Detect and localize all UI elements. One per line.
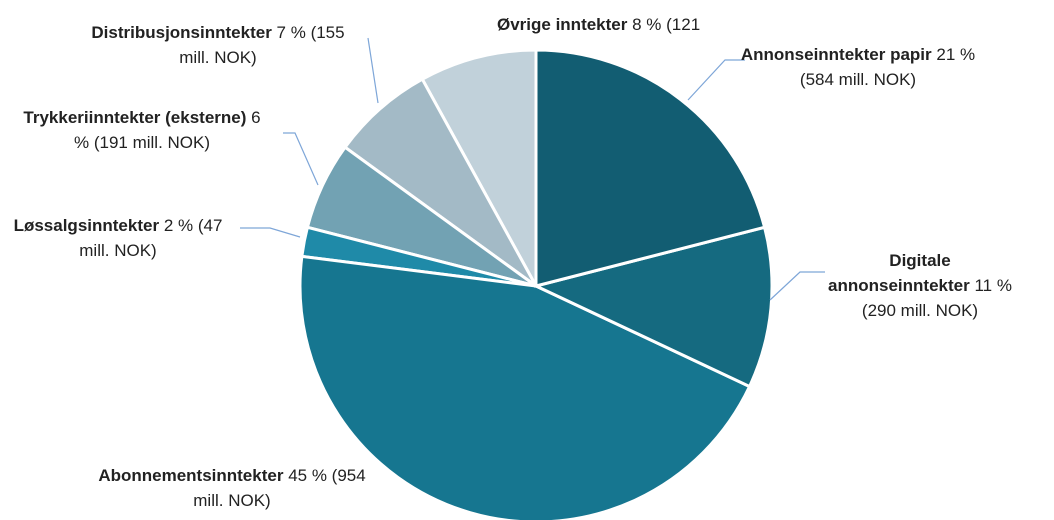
data-label: Distribusjonsinntekter 7 % (155 mill. NO… xyxy=(78,20,358,70)
label-value: 45 % (954 mill. NOK) xyxy=(193,466,366,510)
pie-slice xyxy=(531,225,774,389)
data-label: Løssalgsinntekter 2 % (47 mill. NOK) xyxy=(3,213,233,263)
label-value: 6 % (191 mill. NOK) xyxy=(73,108,261,152)
pie-slice xyxy=(298,254,752,520)
data-label: Digitale annonseinntekter 11 % (290 mill… xyxy=(825,248,1015,323)
pie-slice xyxy=(534,48,767,288)
label-value: 2 % (47 mill. NOK) xyxy=(79,216,223,260)
data-label: Trykkeriinntekter (eksterne) 6 % (191 mi… xyxy=(17,105,267,155)
data-label: Abonnementsinntekter 45 % (954 mill. NOK… xyxy=(92,463,372,513)
label-name: Løssalgsinntekter xyxy=(13,216,160,235)
label-name: Abonnementsinntekter xyxy=(98,466,284,485)
label-name: Annonseinntekter papir xyxy=(740,45,932,64)
leader-line xyxy=(283,132,319,186)
label-value: 11 % (290 mill. NOK) xyxy=(861,276,1012,320)
leader-line xyxy=(240,227,301,238)
label-value: 7 % (155 mill. NOK) xyxy=(179,23,345,67)
data-label: Øvrige inntekter 8 % (121 xyxy=(497,12,700,37)
data-label: Annonseinntekter papir 21 % (584 mill. N… xyxy=(738,42,978,92)
pie-slice xyxy=(342,77,538,288)
label-name: Trykkeriinntekter (eksterne) xyxy=(23,108,247,127)
label-value: 21 % (584 mill. NOK) xyxy=(799,45,976,89)
label-name: Digitale annonseinntekter xyxy=(828,251,970,295)
label-value: 8 % (121 xyxy=(632,15,701,34)
label-name: Øvrige inntekter xyxy=(497,15,628,34)
leader-line xyxy=(769,271,825,301)
pie-slice xyxy=(420,48,538,287)
leader-line xyxy=(367,37,379,104)
label-name: Distribusjonsinntekter xyxy=(91,23,272,42)
leader-line xyxy=(687,59,745,101)
